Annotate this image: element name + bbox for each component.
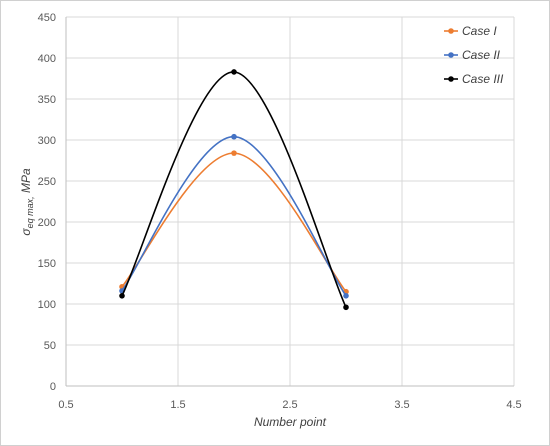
legend-item: Case I bbox=[444, 24, 497, 38]
y-tick-label: 0 bbox=[50, 381, 56, 393]
y-axis-title: σeq max, MPa bbox=[19, 168, 35, 236]
legend-label: Case II bbox=[462, 48, 501, 62]
x-tick-label: 0.5 bbox=[58, 399, 73, 411]
grid bbox=[66, 16, 515, 386]
data-point bbox=[343, 304, 349, 311]
series-3 bbox=[119, 69, 349, 311]
series-group bbox=[119, 69, 349, 311]
data-point bbox=[119, 293, 125, 299]
legend-item: Case II bbox=[444, 48, 501, 62]
legend-item: Case III bbox=[444, 72, 504, 86]
x-tick-label: 2.5 bbox=[282, 399, 297, 411]
x-tick-label: 4.5 bbox=[506, 399, 521, 411]
y-axis-title-unit: MPa bbox=[19, 168, 33, 196]
series-line bbox=[121, 71, 347, 308]
axes bbox=[65, 17, 514, 387]
legend-marker bbox=[448, 52, 454, 58]
y-tick-label: 250 bbox=[38, 176, 56, 188]
y-tick-label: 50 bbox=[44, 340, 56, 352]
y-tick-label: 450 bbox=[38, 12, 56, 24]
legend-marker bbox=[448, 28, 454, 34]
y-tick-label: 400 bbox=[38, 53, 56, 65]
data-point bbox=[231, 133, 237, 140]
y-tick-labels: 0 50 100 150 200 250 300 350 400 450 bbox=[38, 12, 56, 393]
x-axis-title: Number point bbox=[254, 415, 327, 429]
y-axis-title-symbol: σ bbox=[19, 228, 33, 236]
y-tick-label: 350 bbox=[38, 94, 56, 106]
legend-label: Case III bbox=[462, 72, 504, 86]
y-tick-label: 200 bbox=[38, 217, 56, 229]
y-tick-label: 100 bbox=[38, 299, 56, 311]
legend-label: Case I bbox=[462, 24, 497, 38]
data-point bbox=[231, 69, 237, 75]
x-tick-label: 3.5 bbox=[394, 399, 409, 411]
y-tick-label: 300 bbox=[38, 135, 56, 147]
x-tick-labels: 0.5 1.5 2.5 3.5 4.5 bbox=[58, 399, 521, 411]
data-point bbox=[343, 293, 349, 299]
data-point bbox=[231, 150, 237, 156]
x-tick-label: 1.5 bbox=[170, 399, 185, 411]
legend: Case I Case II Case III bbox=[444, 24, 504, 86]
y-axis-title-subscript: eq max, bbox=[25, 196, 35, 228]
y-tick-label: 150 bbox=[38, 258, 56, 270]
series-2 bbox=[119, 133, 349, 299]
legend-marker bbox=[448, 76, 454, 82]
